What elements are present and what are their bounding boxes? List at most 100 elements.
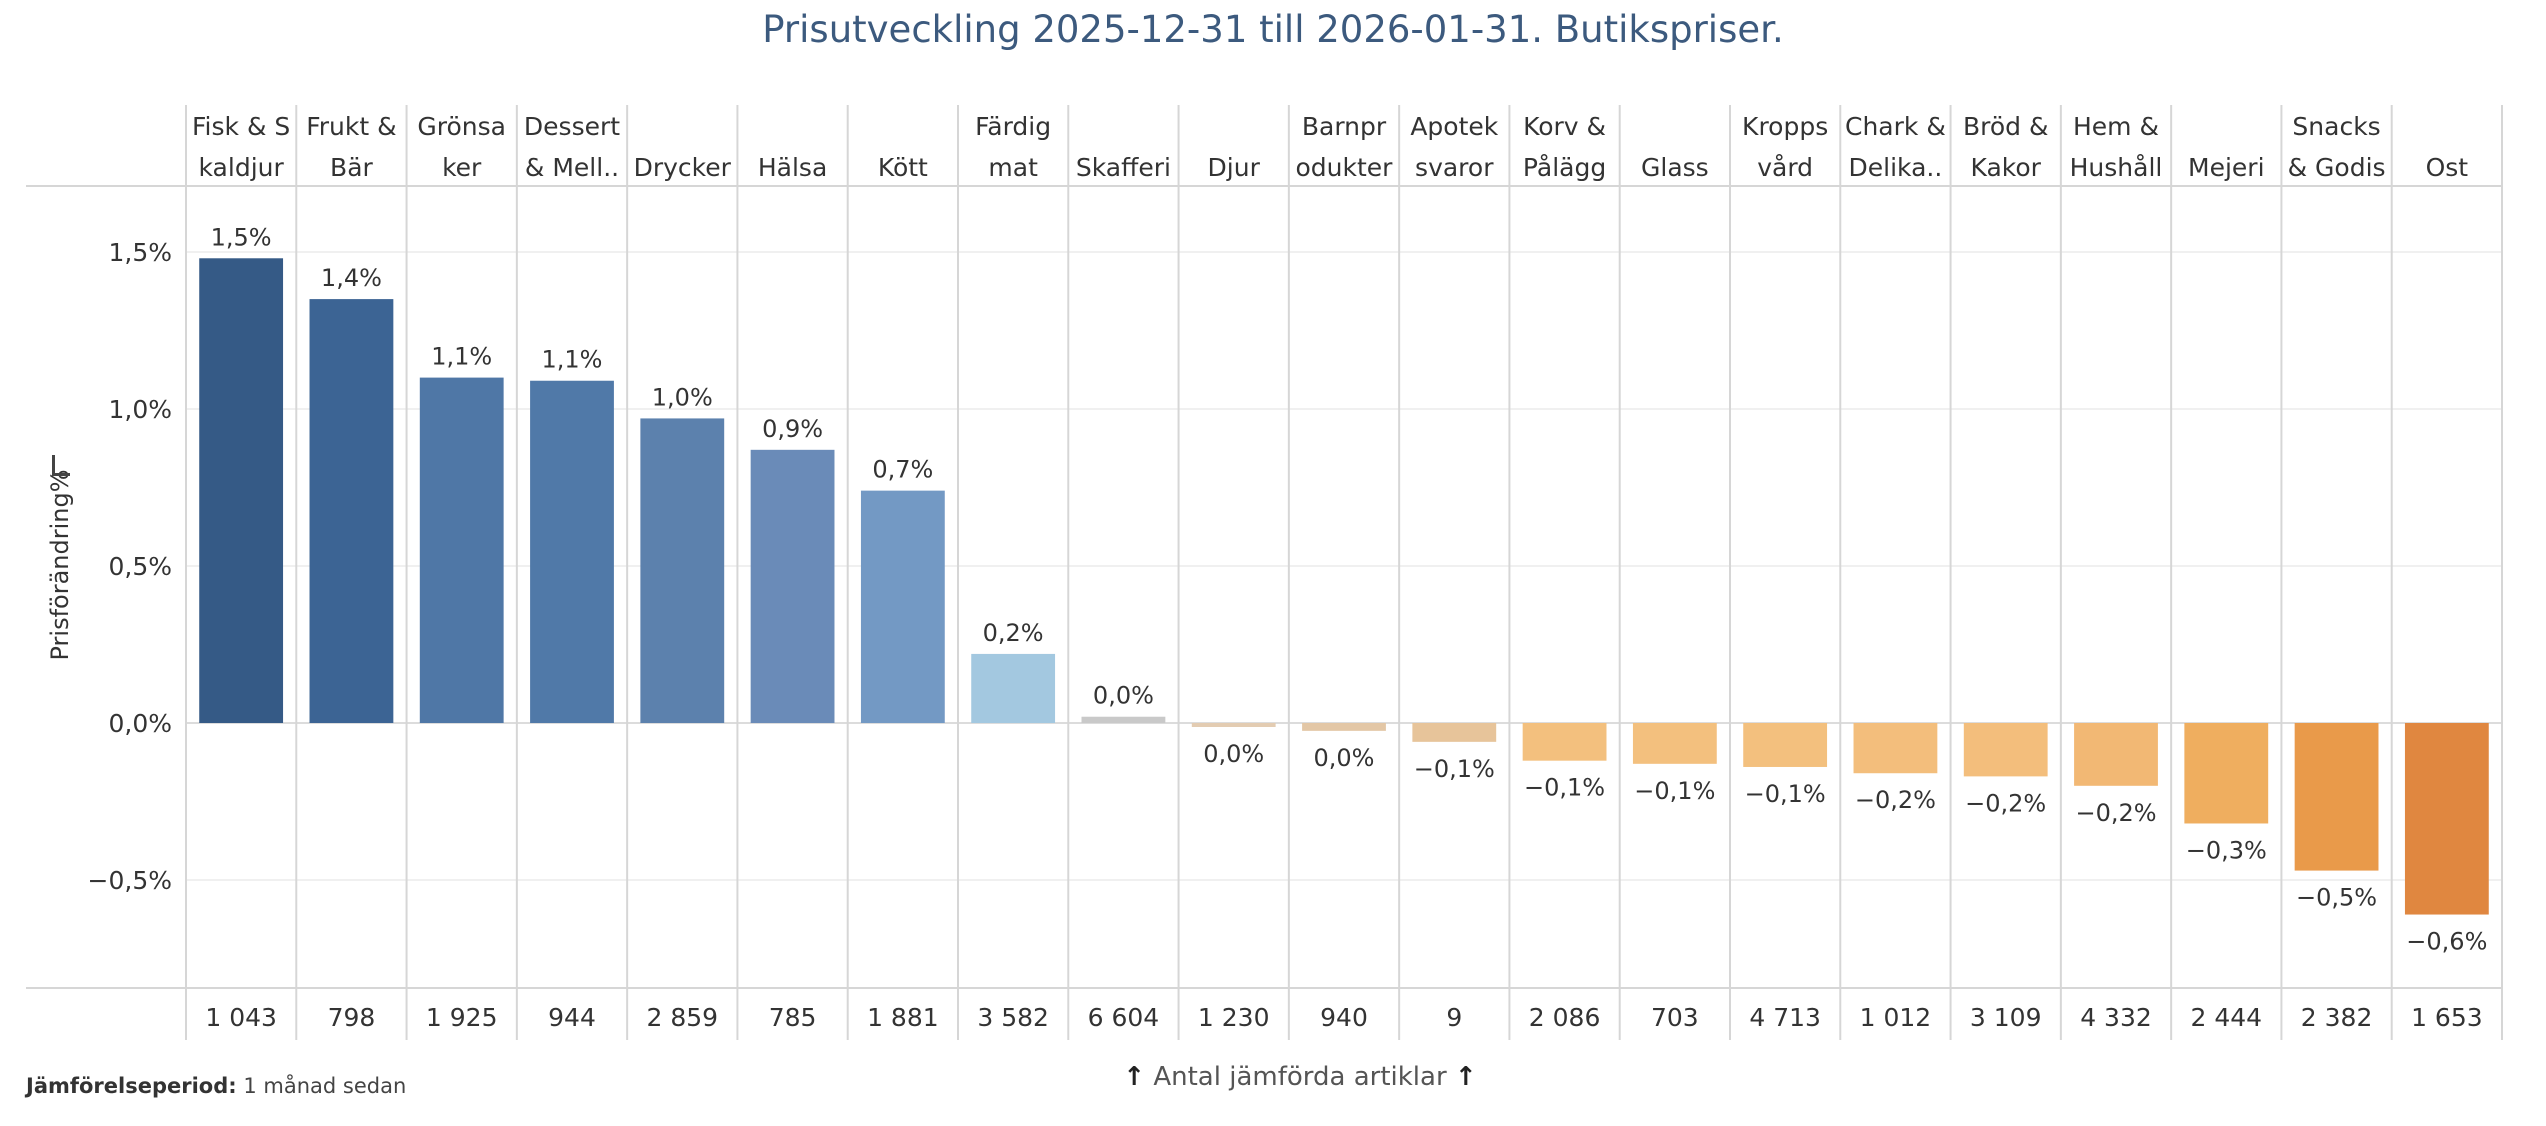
category-label: Mejeri: [2188, 153, 2265, 182]
count-label: 3 582: [977, 1003, 1049, 1032]
category-label: Djur: [1208, 153, 1261, 182]
bar: [2184, 723, 2269, 824]
y-tick-label: 1,5%: [108, 238, 172, 267]
bar: [530, 380, 614, 723]
category-label: Fisk & S: [192, 112, 290, 141]
value-label: −0,2%: [2075, 799, 2156, 827]
value-label: −0,2%: [1855, 786, 1936, 814]
count-label: 6 604: [1088, 1003, 1160, 1032]
category-label: kaldjur: [199, 153, 285, 182]
bar: [199, 258, 284, 723]
count-label: 2 086: [1529, 1003, 1601, 1032]
category-label: Grönsa: [417, 112, 506, 141]
category-label: Chark &: [1845, 112, 1946, 141]
value-label: 0,2%: [983, 619, 1044, 647]
value-label: 1,5%: [211, 223, 272, 251]
count-label: 1 925: [426, 1003, 498, 1032]
category-label: Delika..: [1849, 153, 1943, 182]
comparison-period-value: 1 månad sedan: [243, 1074, 407, 1098]
bar: [1853, 723, 1938, 774]
y-tick-label: 0,5%: [108, 552, 172, 581]
frame-lines: [26, 185, 2502, 989]
category-label: Kakor: [1970, 153, 2041, 182]
value-label: −0,1%: [1745, 780, 1826, 808]
category-label: Apotek: [1410, 112, 1498, 141]
value-label: 1,0%: [652, 383, 713, 411]
bar: [1632, 723, 1717, 764]
category-label: svaror: [1415, 153, 1494, 182]
y-axis-title: Prisförändring%: [46, 455, 74, 661]
category-label: Frukt &: [306, 112, 396, 141]
value-label: 0,0%: [1203, 740, 1264, 768]
x-axis-title-text: Antal jämförda artiklar: [1153, 1062, 1447, 1092]
category-label: Barnpr: [1302, 112, 1387, 141]
category-label: Hushåll: [2070, 153, 2163, 182]
value-labels: 1,5% 1,4% 1,1% 1,1% 1,0% 0,9% 0,7% 0,2% 0,0% 0,0%…: [211, 223, 2488, 955]
bar: [1743, 723, 1828, 767]
category-label: Färdig: [975, 112, 1051, 141]
sort-icon-stroke: [52, 462, 55, 472]
count-label: 785: [769, 1003, 817, 1032]
count-label: 703: [1651, 1003, 1699, 1032]
count-label: 798: [328, 1003, 376, 1032]
category-label: odukter: [1296, 153, 1394, 182]
sort-icon: [52, 455, 70, 476]
count-label: 1 012: [1860, 1003, 1932, 1032]
value-label: 1,1%: [431, 343, 492, 371]
category-label: Hälsa: [758, 153, 827, 182]
comparison-period-note: Jämförelseperiod: 1 månad sedan: [26, 1074, 406, 1098]
count-label: 2 859: [646, 1003, 718, 1032]
bar: [971, 653, 1056, 723]
category-label: Korv &: [1523, 112, 1606, 141]
value-label: −0,6%: [2406, 928, 2487, 956]
value-label: −0,5%: [2296, 884, 2377, 912]
category-headers: Fisk & S kaldjur Frukt & Bär Grönsa ker Desser…: [192, 112, 2468, 182]
y-tick-label: 1,0%: [108, 395, 172, 424]
comparison-period-label: Jämförelseperiod:: [26, 1074, 237, 1098]
category-label: Kött: [878, 153, 928, 182]
arrow-up-icon: ↑: [1454, 1062, 1477, 1092]
value-label: −0,2%: [1965, 789, 2046, 817]
count-label: 4 332: [2080, 1003, 2152, 1032]
bar: [1302, 723, 1386, 731]
category-label: & Mell..: [525, 153, 619, 182]
bar: [2404, 723, 2489, 915]
value-label: 1,1%: [542, 346, 603, 374]
count-label: 1 043: [205, 1003, 277, 1032]
count-label: 1 881: [867, 1003, 939, 1032]
arrow-up-icon: ↑: [1123, 1062, 1146, 1092]
value-label: −0,3%: [2186, 836, 2267, 864]
value-label: 0,9%: [762, 415, 823, 443]
chart-title: Prisutveckling 2025-12-31 till 2026-01-3…: [762, 8, 1784, 51]
value-label: 0,0%: [1093, 682, 1154, 710]
category-label: & Godis: [2288, 153, 2386, 182]
bar: [1412, 723, 1497, 742]
count-label: 9: [1446, 1003, 1462, 1032]
count-label: 2 444: [2190, 1003, 2262, 1032]
count-label: 944: [548, 1003, 596, 1032]
y-tick-label: 0,0%: [108, 709, 172, 738]
y-axis-ticks: 1,5% 1,0% 0,5% 0,0% −0,5%: [88, 238, 172, 895]
y-tick-label: −0,5%: [88, 866, 172, 895]
bar: [309, 299, 394, 723]
category-label: Skafferi: [1076, 153, 1171, 182]
count-label: 940: [1320, 1003, 1368, 1032]
category-label: Pålägg: [1523, 153, 1606, 182]
bar: [2294, 723, 2379, 871]
bars: [199, 258, 2489, 915]
sort-icon-stroke: [52, 469, 55, 475]
bar: [1191, 723, 1276, 727]
category-label: ker: [442, 153, 482, 182]
count-label: 4 713: [1749, 1003, 1821, 1032]
category-label: mat: [988, 153, 1038, 182]
value-label: 0,7%: [872, 456, 933, 484]
category-label: Kropps: [1742, 112, 1828, 141]
bar: [750, 449, 835, 723]
category-label: Snacks: [2292, 112, 2380, 141]
value-label: 0,0%: [1314, 744, 1375, 772]
sort-icon-stroke: [52, 473, 70, 476]
category-label: Ost: [2426, 153, 2469, 182]
count-label: 3 109: [1970, 1003, 2042, 1032]
count-label: 1 653: [2411, 1003, 2483, 1032]
category-label: Bröd &: [1963, 112, 2049, 141]
